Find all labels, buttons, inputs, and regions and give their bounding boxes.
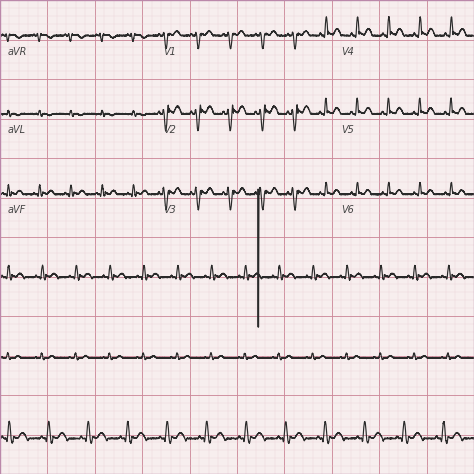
Text: V5: V5 [341, 125, 354, 135]
Text: V2: V2 [164, 125, 176, 135]
Text: aVR: aVR [7, 46, 27, 56]
Text: V4: V4 [341, 46, 354, 56]
Text: V6: V6 [341, 205, 354, 215]
Text: V1: V1 [164, 46, 176, 56]
Text: aVL: aVL [7, 125, 25, 135]
Text: V3: V3 [164, 205, 176, 215]
Text: aVF: aVF [7, 205, 26, 215]
